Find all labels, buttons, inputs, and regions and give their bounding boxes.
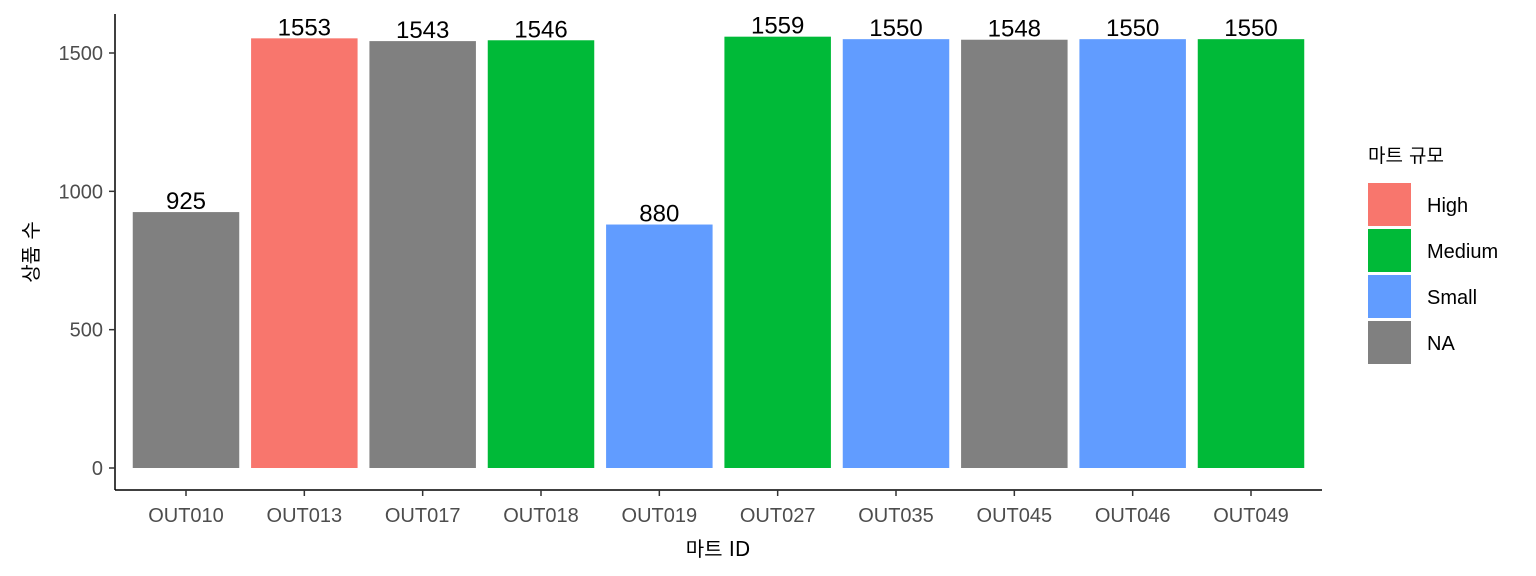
x-tick-label: OUT018 (503, 505, 579, 527)
x-ticks: OUT010 OUT013 OUT017 OUT018 OUT019 OUT027 OUT0… (148, 490, 1289, 527)
bar-out049 (1197, 39, 1305, 469)
x-tick-label: OUT013 (267, 505, 343, 527)
data-label-out019: 880 (639, 201, 679, 228)
data-label-out010: 925 (166, 188, 206, 215)
legend-swatch-na (1368, 321, 1411, 364)
data-label-out045: 1548 (988, 16, 1041, 43)
x-tick-label: OUT010 (148, 505, 224, 527)
y-axis-title: 상품 수 (19, 221, 43, 283)
y-tick-label: 0 (92, 458, 103, 480)
legend: 마트 규모 High Medium Small NA (1368, 145, 1498, 364)
bar-out018 (487, 40, 595, 468)
x-tick-label: OUT035 (858, 505, 934, 527)
x-axis-title: 마트 ID (686, 537, 750, 561)
legend-swatch-high (1368, 183, 1411, 226)
x-tick-label: OUT027 (740, 505, 816, 527)
legend-swatch-medium (1368, 229, 1411, 272)
bars (132, 36, 1305, 469)
data-label-out018: 1546 (514, 16, 567, 43)
bar-out013 (251, 38, 358, 468)
data-label-out013: 1553 (278, 14, 331, 41)
legend-label-medium: Medium (1427, 241, 1498, 263)
bar-out010 (132, 212, 240, 468)
legend-label-high: High (1427, 195, 1468, 217)
legend-label-na: NA (1427, 333, 1455, 355)
x-tick-label: OUT019 (622, 505, 698, 527)
y-tick-label: 1000 (59, 181, 104, 203)
x-tick-label: OUT045 (977, 505, 1053, 527)
bar-out017 (369, 41, 476, 468)
y-tick-label: 500 (70, 320, 103, 342)
data-label-out046: 1550 (1106, 15, 1159, 42)
bar-out019 (606, 224, 713, 468)
x-tick-label: OUT049 (1213, 505, 1289, 527)
bar-out035 (842, 39, 950, 469)
y-ticks: 0 500 1000 1500 (59, 43, 115, 480)
bar-out027 (724, 36, 831, 468)
data-labels: 925 1553 1543 1546 880 1559 1550 1548 1550 1550 (166, 13, 1278, 228)
legend-swatch-small (1368, 275, 1411, 318)
x-tick-label: OUT046 (1095, 505, 1171, 527)
data-label-out035: 1550 (869, 15, 922, 42)
x-tick-label: OUT017 (385, 505, 461, 527)
bar-out046 (1079, 39, 1186, 469)
bar-out045 (961, 39, 1068, 468)
legend-title: 마트 규모 (1368, 145, 1444, 167)
data-label-out027: 1559 (751, 13, 804, 40)
y-tick-label: 1500 (59, 43, 104, 65)
data-label-out049: 1550 (1224, 15, 1277, 42)
data-label-out017: 1543 (396, 17, 449, 44)
legend-label-small: Small (1427, 287, 1477, 309)
